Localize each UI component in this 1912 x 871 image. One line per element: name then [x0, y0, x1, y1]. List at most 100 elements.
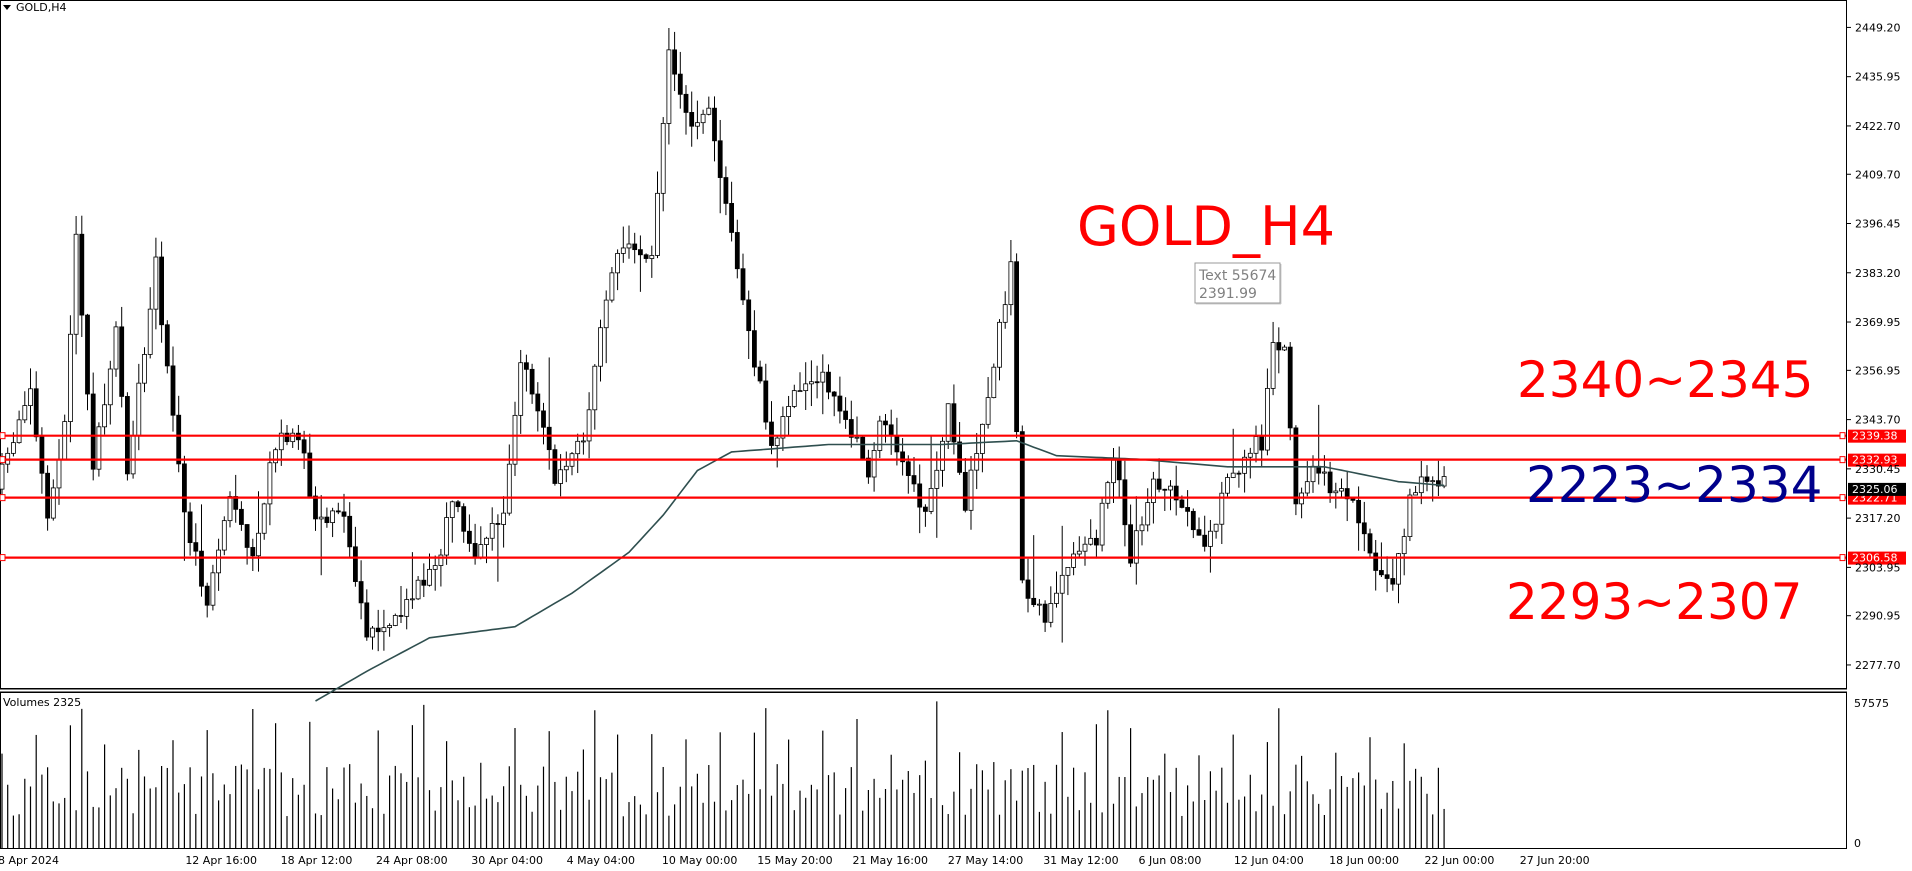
bear-candle-body [347, 515, 353, 548]
level-anchor-left[interactable] [0, 456, 6, 464]
bull-candle-body [1008, 261, 1014, 306]
bear-candle-body [883, 420, 888, 426]
zone-mid-annotation[interactable]: 2223~2334 [1526, 456, 1822, 514]
bear-candle-body [455, 501, 461, 508]
bull-candle-body [1054, 592, 1059, 604]
bear-candle-body [632, 243, 638, 251]
bear-candle-body [1276, 342, 1282, 351]
bear-candle-body [1344, 488, 1350, 500]
bear-candle-body [1025, 579, 1031, 599]
level-anchor-right[interactable] [1839, 456, 1846, 464]
bull-candle-body [695, 122, 700, 127]
bear-candle-body [313, 495, 318, 520]
bear-candle-body [1424, 476, 1430, 482]
bull-candle-body [854, 436, 860, 439]
level-anchor-left[interactable] [0, 554, 6, 562]
x-tick-label: 18 Jun 00:00 [1329, 854, 1399, 867]
bear-candle-body [552, 449, 558, 484]
y-tick-label: 2317.20 [1855, 512, 1901, 525]
bull-candle-body [1265, 388, 1270, 451]
bear-candle-body [1436, 480, 1441, 487]
bull-candle-body [518, 362, 524, 416]
level-anchor-right[interactable] [1839, 494, 1846, 502]
y-tick-label: 2356.95 [1855, 364, 1901, 377]
bear-candle-body [848, 419, 854, 438]
bear-candle-body [1327, 471, 1333, 494]
bear-candle-body [752, 330, 757, 368]
bull-candle-body [581, 440, 586, 443]
bear-candle-body [866, 457, 871, 478]
chart-title: GOLD,H4 [16, 1, 67, 14]
bear-candle-body [1384, 574, 1390, 579]
bear-candle-body [1361, 522, 1367, 535]
y-tick-label: 2422.70 [1855, 120, 1901, 133]
bear-candle-body [181, 463, 187, 513]
bear-candle-body [90, 393, 96, 470]
bear-candle-body [472, 543, 478, 558]
bull-candle-body [267, 462, 273, 505]
bull-candle-body [102, 404, 107, 428]
level-price-label: 2306.58 [1852, 552, 1898, 565]
bear-candle-body [529, 368, 535, 395]
bull-candle-body [1213, 523, 1219, 532]
bear-candle-body [888, 424, 894, 436]
zone-upper-annotation[interactable]: 2340~2345 [1517, 351, 1813, 409]
bear-candle-body [250, 547, 256, 557]
time-axis[interactable]: 8 Apr 2024 12 Apr 16:00 18 Apr 12:00 24 Apr… [0, 854, 1590, 867]
bear-candle-body [1259, 436, 1265, 451]
bull-candle-body [1059, 574, 1065, 594]
bull-candle-body [136, 382, 142, 436]
volume-title: Volumes 2325 [3, 696, 81, 709]
level-anchor-left[interactable] [0, 494, 6, 502]
x-tick-label: 6 Jun 08:00 [1139, 854, 1202, 867]
bull-candle-body [478, 544, 484, 558]
level-anchor-right[interactable] [1839, 432, 1846, 440]
x-tick-label: 8 Apr 2024 [0, 854, 59, 867]
bear-candle-body [1236, 472, 1242, 475]
bull-candle-body [1139, 524, 1145, 532]
level-anchor-left[interactable] [0, 432, 6, 440]
bear-candle-body [238, 508, 244, 525]
bull-candle-body [113, 326, 119, 370]
chart-label-annotation[interactable]: GOLD_H4 [1077, 195, 1335, 258]
y-tick-label: 2277.70 [1855, 659, 1901, 672]
bull-candle-body [16, 419, 22, 444]
bear-candle-body [1185, 507, 1190, 512]
bull-candle-body [512, 414, 518, 465]
bear-candle-body [723, 177, 729, 204]
bull-candle-body [1208, 530, 1213, 547]
x-tick-label: 24 Apr 08:00 [376, 854, 448, 867]
bull-candle-body [1099, 502, 1105, 546]
bear-candle-body [1373, 552, 1379, 571]
bull-candle-body [484, 537, 489, 545]
bear-candle-body [461, 506, 467, 532]
bull-candle-body [392, 615, 398, 626]
bear-candle-body [495, 523, 501, 525]
bear-candle-body [957, 441, 962, 473]
bull-candle-body [1396, 553, 1401, 585]
bear-candle-body [740, 268, 746, 301]
bull-candle-body [980, 423, 985, 454]
zone-lower-annotation[interactable]: 2293~2307 [1506, 573, 1802, 631]
bull-candle-body [10, 442, 16, 454]
bull-candle-body [1418, 476, 1424, 494]
bear-candle-body [1116, 459, 1122, 481]
bear-candle-body [546, 426, 552, 451]
bear-candle-body [204, 585, 210, 606]
level-anchor-right[interactable] [1839, 554, 1846, 562]
bear-candle-body [1287, 346, 1293, 429]
bear-candle-body [421, 579, 427, 586]
bull-candle-body [68, 333, 73, 422]
current-price-label: 2325.06 [1852, 483, 1898, 496]
y-tick-label: 2303.95 [1855, 561, 1901, 574]
bear-candle-body [1390, 578, 1396, 585]
dropdown-triangle-icon[interactable] [3, 5, 11, 10]
bull-candle-body [1401, 536, 1407, 555]
bull-candle-body [1105, 482, 1111, 504]
bear-candle-body [1128, 524, 1133, 564]
bull-candle-body [50, 487, 56, 519]
price-axis[interactable]: 2449.20 2435.95 2422.70 2409.70 2396.45 2383.… [1846, 21, 1901, 672]
